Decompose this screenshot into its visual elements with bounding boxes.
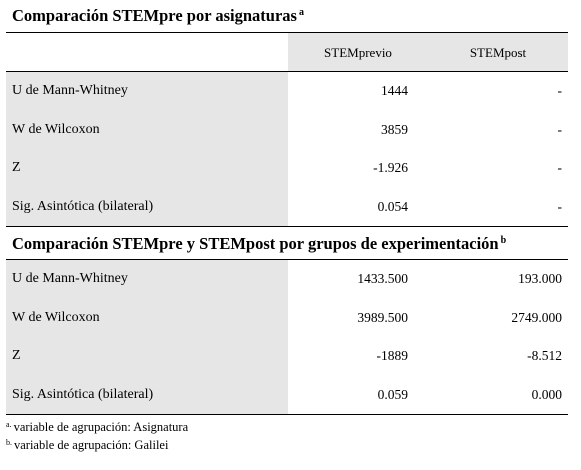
- cell-stemprevio: 0.054: [377, 198, 408, 214]
- footnote-mark: a.: [6, 420, 12, 429]
- row-label: U de Mann-Whitney: [6, 72, 288, 111]
- row-label: Z: [6, 337, 288, 376]
- table-row: Z -1889 -8.512: [6, 337, 568, 376]
- cell-stemprevio: 1444: [381, 83, 408, 98]
- cell-stempost: 0.000: [531, 386, 562, 402]
- table-row: U de Mann-Whitney 1444 -: [6, 72, 568, 111]
- table1-title-mark: a: [298, 7, 304, 18]
- table1-title: Comparación STEMpre por asignaturas a: [6, 0, 568, 33]
- cell-stemprevio: -1.926: [373, 160, 408, 175]
- cell-stemprevio: -1889: [376, 348, 409, 363]
- cell-stemprevio: 3859: [381, 121, 408, 137]
- cell-stempost: -8.512: [527, 348, 562, 363]
- cell-stempost: 193.000: [518, 271, 562, 286]
- cell-stemprevio: 3989.500: [357, 309, 408, 325]
- table1-body: U de Mann-Whitney 1444 - W de Wilcoxon 3…: [6, 72, 568, 226]
- row-label: Z: [6, 149, 288, 188]
- row-label: Sig. Asintótica (bilateral): [6, 375, 288, 414]
- table-row: Z -1.926 -: [6, 149, 568, 188]
- header-stemprevio: STEMprevio: [288, 33, 428, 71]
- table-row: Sig. Asintótica (bilateral) 0.059 0.000: [6, 375, 568, 414]
- table2-title-mark: b: [500, 235, 507, 246]
- cell-stempost: -: [557, 83, 563, 98]
- footnote-mark: b.: [6, 438, 12, 447]
- row-label: U de Mann-Whitney: [6, 260, 288, 299]
- cell-stemprevio: 0.059: [377, 386, 408, 402]
- table2-body: U de Mann-Whitney 1433.500 193.000 W de …: [6, 260, 568, 415]
- cell-stempost: 2749.000: [511, 309, 562, 325]
- footnote-a: a. variable de agrupación: Asignatura: [6, 420, 189, 434]
- table2-title: Comparación STEMpre y STEMpost por grupo…: [6, 226, 568, 260]
- row-label: W de Wilcoxon: [6, 110, 288, 149]
- header-stempost: STEMpost: [428, 33, 568, 71]
- table-header: STEMprevio STEMpost: [6, 33, 568, 72]
- footnotes: a. variable de agrupación: Asignatura b. v…: [6, 417, 568, 453]
- table-row: Sig. Asintótica (bilateral) 0.054 -: [6, 187, 568, 226]
- footnote-b: b. variable de agrupación: Galilei: [6, 438, 169, 452]
- row-label: Sig. Asintótica (bilateral): [6, 187, 288, 226]
- header-blank-cell: [6, 33, 288, 71]
- row-label: W de Wilcoxon: [6, 298, 288, 337]
- cell-stempost: -: [557, 160, 563, 175]
- table-row: W de Wilcoxon 3989.500 2749.000: [6, 298, 568, 337]
- cell-stempost: -: [557, 198, 563, 214]
- cell-stemprevio: 1433.500: [357, 271, 408, 286]
- table-row: U de Mann-Whitney 1433.500 193.000: [6, 260, 568, 299]
- cell-stempost: -: [557, 121, 563, 137]
- stats-tables: Comparación STEMpre por asignaturas a STE…: [6, 0, 568, 453]
- table-row: W de Wilcoxon 3859 -: [6, 110, 568, 149]
